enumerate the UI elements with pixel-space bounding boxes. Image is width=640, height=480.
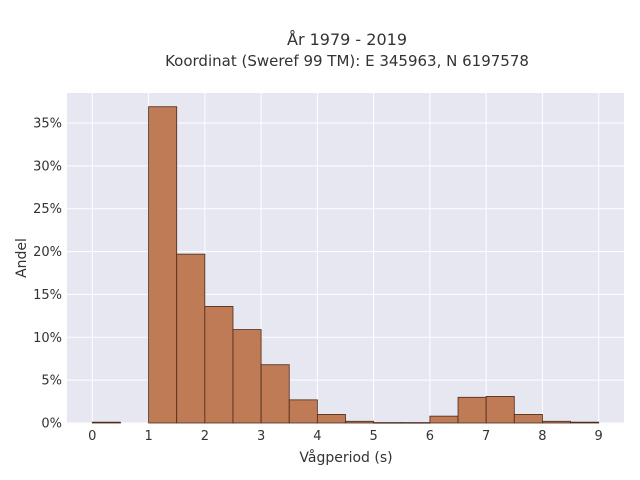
y-tick-label: 15% — [33, 288, 62, 303]
y-tick-label: 10% — [33, 331, 62, 346]
x-tick-label: 0 — [88, 429, 96, 444]
histogram-bar — [570, 421, 600, 424]
histogram-bar — [542, 420, 571, 424]
y-tick-label: 20% — [33, 245, 62, 260]
y-tick-label: 25% — [33, 202, 62, 217]
x-tick-label: 7 — [482, 429, 490, 444]
y-axis-ticks: 0% 5% 10% 15% 20% 25% 30% 35% — [33, 117, 62, 432]
x-tick-label: 6 — [426, 429, 434, 444]
bars — [91, 106, 600, 424]
x-tick-label: 3 — [257, 429, 265, 444]
y-tick-label: 0% — [41, 417, 62, 432]
histogram-bar — [401, 422, 431, 424]
histogram-bar — [91, 421, 121, 424]
chart-title-line-1: År 1979 - 2019 — [287, 30, 407, 49]
x-tick-label: 8 — [538, 429, 546, 444]
histogram-bar — [429, 415, 459, 424]
x-tick-label: 5 — [369, 429, 377, 444]
histogram-bar — [373, 422, 403, 424]
histogram-bar — [176, 253, 206, 424]
histogram-bar — [204, 306, 234, 424]
histogram-bar — [345, 420, 375, 424]
histogram-bar — [316, 414, 346, 424]
histogram-bar — [513, 414, 543, 424]
x-axis-label: Vågperiod (s) — [299, 449, 392, 466]
histogram-bar — [260, 364, 290, 424]
y-tick-label: 5% — [41, 374, 62, 389]
histogram-bar — [288, 399, 318, 424]
histogram-bar — [457, 396, 487, 424]
y-tick-label: 30% — [33, 159, 62, 174]
x-tick-label: 2 — [201, 429, 209, 444]
chart-title-line-2: Koordinat (Sweref 99 TM): E 345963, N 61… — [165, 52, 529, 70]
y-tick-label: 35% — [33, 117, 62, 132]
histogram-bar — [232, 329, 262, 424]
histogram-bar — [485, 396, 515, 424]
histogram-bar — [148, 106, 178, 424]
x-tick-label: 9 — [595, 429, 603, 444]
y-axis-label: Andel — [14, 238, 30, 278]
x-tick-label: 1 — [144, 429, 152, 444]
x-tick-label: 4 — [313, 429, 321, 444]
x-axis-ticks: 0 1 2 3 4 5 6 7 8 9 — [88, 429, 603, 444]
